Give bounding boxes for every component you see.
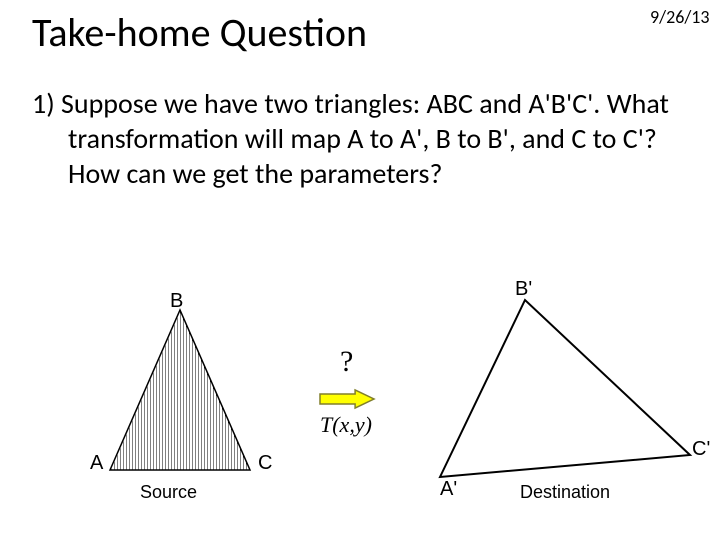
date-stamp: 9/26/13 [650, 6, 710, 28]
vertex-label-c: C [258, 452, 272, 475]
source-caption: Source [140, 482, 197, 503]
question-mark: ? [340, 345, 353, 379]
destination-triangle [440, 300, 690, 477]
arrow-icon [320, 390, 374, 408]
vertex-label-b: B [170, 290, 183, 313]
question-body: 1) Suppose we have two triangles: ABC an… [32, 86, 682, 191]
source-triangle [110, 310, 250, 470]
question-text: 1) Suppose we have two triangles: ABC an… [32, 86, 669, 191]
page-title: Take-home Question [32, 8, 367, 57]
vertex-label-c-prime: C' [692, 438, 710, 461]
vertex-label-a: A [90, 452, 103, 475]
vertex-label-b-prime: B' [515, 278, 532, 301]
slide: Take-home Question 9/26/13 1) Suppose we… [0, 0, 720, 540]
destination-caption: Destination [520, 482, 610, 503]
figure-svg [0, 0, 720, 540]
transform-label: T(x,y) [320, 412, 372, 438]
vertex-label-a-prime: A' [440, 478, 457, 501]
